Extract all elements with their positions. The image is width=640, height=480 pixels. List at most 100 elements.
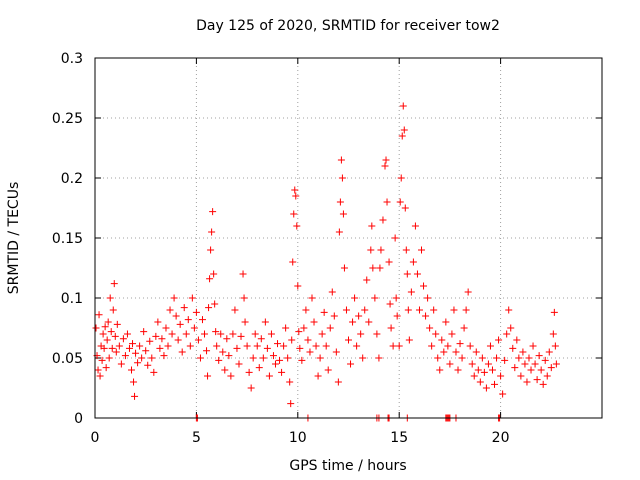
data-point xyxy=(456,340,464,348)
data-point xyxy=(454,366,462,374)
data-point xyxy=(501,356,509,364)
data-point xyxy=(332,348,340,356)
data-point xyxy=(328,288,336,296)
data-point xyxy=(221,366,229,374)
data-point xyxy=(255,364,263,372)
data-point xyxy=(537,366,545,374)
chart-title: Day 125 of 2020, SRMTID for receiver tow… xyxy=(196,18,500,34)
data-point xyxy=(239,270,247,278)
data-point xyxy=(458,354,466,362)
data-point xyxy=(383,198,391,206)
data-point xyxy=(110,280,118,288)
data-point xyxy=(204,372,212,380)
data-point xyxy=(369,264,377,272)
data-point xyxy=(223,335,231,343)
data-point xyxy=(436,366,444,374)
x-tick-label: 15 xyxy=(390,430,408,446)
data-point xyxy=(194,336,202,344)
x-tick-label: 0 xyxy=(91,430,100,446)
data-point xyxy=(100,344,108,352)
data-point xyxy=(405,336,413,344)
data-point xyxy=(363,276,371,284)
data-point xyxy=(289,258,297,266)
data-point xyxy=(207,246,215,254)
data-point xyxy=(529,342,537,350)
data-point xyxy=(517,372,525,380)
data-point xyxy=(211,300,219,308)
data-point xyxy=(376,264,384,272)
data-point xyxy=(396,198,404,206)
data-point xyxy=(462,306,470,314)
data-point xyxy=(347,360,355,368)
data-point xyxy=(96,372,104,380)
data-point xyxy=(115,342,123,350)
data-point xyxy=(144,361,152,369)
data-point xyxy=(482,384,490,392)
data-point xyxy=(389,342,397,350)
data-point xyxy=(111,332,119,340)
data-point xyxy=(367,246,375,254)
data-point xyxy=(335,228,343,236)
data-point xyxy=(101,323,109,331)
data-point xyxy=(146,337,154,345)
data-point xyxy=(107,328,115,336)
data-point xyxy=(188,294,196,302)
data-point xyxy=(381,162,389,170)
data-point xyxy=(94,366,102,374)
data-point xyxy=(472,348,480,356)
data-point xyxy=(274,340,282,348)
x-tick-label: 5 xyxy=(192,430,201,446)
data-points xyxy=(92,102,560,422)
data-point xyxy=(308,294,316,302)
data-point xyxy=(235,360,243,368)
x-axis-label: GPS time / hours xyxy=(289,458,406,474)
data-point xyxy=(265,372,273,380)
data-point xyxy=(430,306,438,314)
data-point xyxy=(525,354,533,362)
data-point xyxy=(521,360,529,368)
data-point xyxy=(509,344,517,352)
data-point xyxy=(158,335,166,343)
data-point xyxy=(182,330,190,338)
data-point xyxy=(263,344,271,352)
data-point xyxy=(470,372,478,380)
data-point xyxy=(519,348,527,356)
data-point xyxy=(198,316,206,324)
data-point xyxy=(231,306,239,314)
data-point xyxy=(310,318,318,326)
data-point xyxy=(495,336,503,344)
data-point xyxy=(178,348,186,356)
y-tick-label: 0.2 xyxy=(61,171,83,187)
data-point xyxy=(440,348,448,356)
data-point xyxy=(213,342,221,350)
data-point xyxy=(312,342,320,350)
data-point xyxy=(121,352,129,360)
data-point xyxy=(278,368,286,376)
data-point xyxy=(140,328,148,336)
data-point xyxy=(103,336,111,344)
data-point xyxy=(340,264,348,272)
data-point xyxy=(353,342,361,350)
data-point xyxy=(130,378,138,386)
data-point xyxy=(259,354,267,362)
data-point xyxy=(507,324,515,332)
data-point xyxy=(247,384,255,392)
data-point xyxy=(397,174,405,182)
data-point xyxy=(527,366,535,374)
data-point xyxy=(547,364,555,372)
data-point xyxy=(269,352,277,360)
data-point xyxy=(217,330,225,338)
data-point xyxy=(148,354,156,362)
data-point xyxy=(413,270,421,278)
data-point xyxy=(400,126,408,134)
data-point xyxy=(484,360,492,368)
y-tick-label: 0.25 xyxy=(52,111,83,127)
data-point xyxy=(129,340,137,348)
data-point xyxy=(98,356,106,364)
y-tick-label: 0.3 xyxy=(61,51,83,67)
data-point xyxy=(284,354,292,362)
data-point xyxy=(106,294,114,302)
data-point xyxy=(342,306,350,314)
data-point xyxy=(180,304,188,312)
